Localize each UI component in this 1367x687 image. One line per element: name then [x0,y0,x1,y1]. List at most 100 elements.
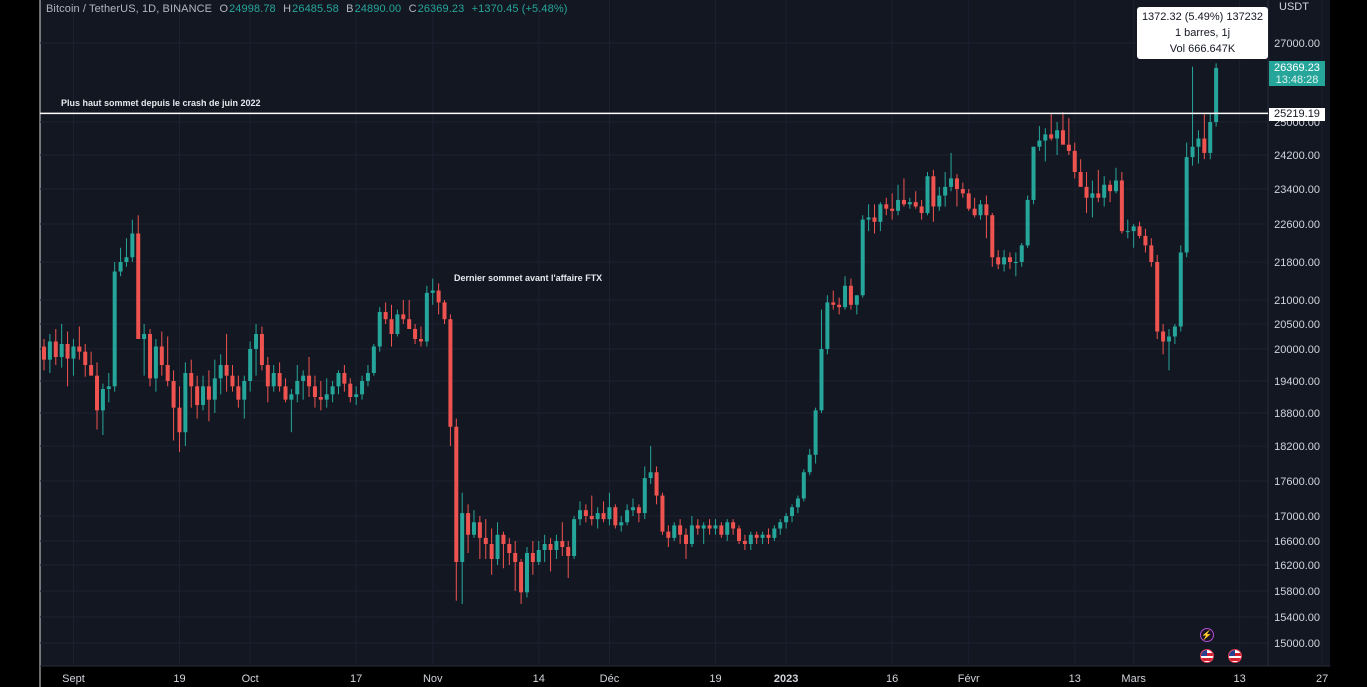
candle-body [825,302,830,349]
candle [725,519,730,541]
candle [754,531,759,544]
candle [401,300,406,324]
open-value: 24998.78 [229,3,276,15]
candle [1096,169,1101,203]
candle-body [318,397,323,400]
candle-body [295,381,300,395]
candle [595,507,600,529]
candle-body [901,199,906,205]
candle-body [931,176,936,207]
candle-body [837,304,842,308]
candle-body [360,381,365,395]
candle [153,339,158,392]
candle-body [1202,138,1207,153]
candle-body [519,562,524,593]
candle [1102,176,1107,207]
candle [483,519,488,559]
candle [589,495,594,526]
candle-body [430,290,435,293]
candle [1161,324,1166,355]
candle-body [1113,180,1118,192]
candle-body [148,334,153,379]
y-tick-label: 23400.00 [1274,184,1320,196]
symbol-title[interactable]: Bitcoin / TetherUS, 1D, BINANCE [46,3,213,15]
candle-body [371,346,376,373]
candle [395,309,400,337]
y-tick-label: 22600.00 [1274,219,1320,231]
candle-body [124,257,129,262]
legend-ohlc: Bitcoin / TetherUS, 1D, BINANCE O24998.7… [46,3,569,15]
candle [1002,250,1007,272]
candle [1013,252,1018,277]
candle [1196,130,1201,164]
candle-body [949,178,954,187]
candle [354,386,359,405]
candle-body [1031,146,1036,200]
candle [884,197,889,216]
candle-body [1155,262,1160,332]
candle-body [530,553,535,562]
lightning-event-icon[interactable]: ⚡ [1200,628,1214,642]
candle-body [1002,257,1007,265]
candle-body [601,513,606,520]
candle-body [112,271,117,387]
candle-body [224,365,229,376]
candle [784,513,789,529]
candle-body [1149,245,1154,262]
candle-body [1049,134,1054,139]
candle [301,370,306,400]
candle-body [642,478,647,514]
candle [165,336,170,387]
candle [1108,180,1113,203]
candle [636,504,641,523]
candle [1166,329,1171,371]
candle-body [477,522,482,538]
candle [254,324,259,376]
candle [631,498,635,516]
candle [383,302,388,324]
candle [1031,146,1036,205]
us-flag-event-icon[interactable] [1228,649,1242,663]
candle [218,354,223,395]
candle-body [589,516,594,520]
candle [442,300,447,324]
candle [825,295,830,355]
candle [689,516,694,547]
candle [201,375,206,411]
candle-body [389,319,394,334]
candle [448,314,453,446]
resistance-annotation[interactable]: Plus haut sommet depuis le crash de juin… [61,98,261,108]
candle [737,525,742,544]
candle-body [1214,67,1219,123]
us-flag-event-icon[interactable] [1200,649,1214,663]
candle-body [748,534,753,544]
last-price: 26369.23 [1274,62,1320,74]
candle [1078,159,1083,187]
candle [236,375,241,408]
candle [377,307,382,352]
candle [389,304,394,347]
candle-body [354,394,359,397]
candle-body [790,507,795,516]
candle [507,537,512,565]
candle-body [201,386,206,405]
candle-body [583,510,588,516]
candle [613,504,618,529]
candle [148,329,153,387]
candle-body [153,346,158,379]
candle-body [42,346,46,360]
candle-body [996,257,1001,265]
candle [984,195,989,239]
candle-body [495,534,500,559]
candle-body [613,507,618,526]
hline-price-tag[interactable]: 25219.19 [1269,108,1325,121]
candle [1190,66,1195,166]
candle-body [766,534,771,538]
candle [625,504,630,526]
candle [931,169,936,222]
candle [854,295,859,315]
ftx-annotation[interactable]: Dernier sommet avant l'affaire FTX [454,273,603,283]
y-tick-label: 21800.00 [1274,257,1320,269]
